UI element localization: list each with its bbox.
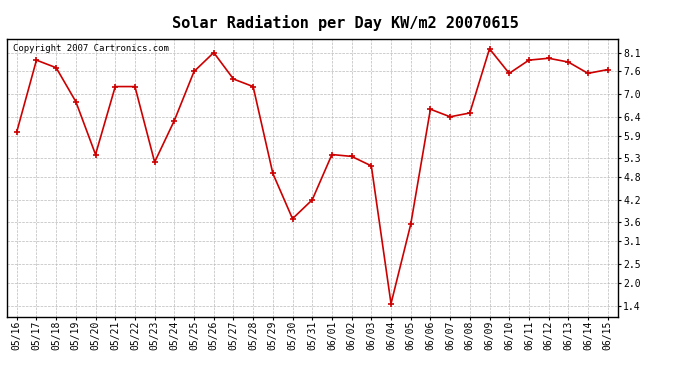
Text: Solar Radiation per Day KW/m2 20070615: Solar Radiation per Day KW/m2 20070615: [172, 15, 518, 31]
Text: Copyright 2007 Cartronics.com: Copyright 2007 Cartronics.com: [13, 44, 169, 52]
